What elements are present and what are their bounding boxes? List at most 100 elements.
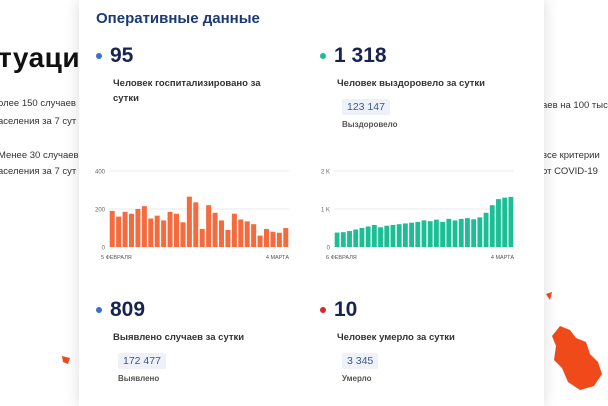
bar <box>180 222 186 247</box>
bar <box>365 226 371 247</box>
y-tick-label: 0 <box>327 246 331 252</box>
total-badge: 123 147 <box>342 99 390 115</box>
y-tick-label: 200 <box>95 208 106 214</box>
bar <box>340 232 346 247</box>
red-dot-icon <box>320 307 326 313</box>
background-text: аселения за 7 сут <box>0 116 77 127</box>
bar <box>465 218 470 247</box>
recovered-bar-chart: 2 K 1 K 0 6 ФЕВРАЛЯ 4 МАРТА <box>321 170 514 262</box>
background-map <box>546 292 602 390</box>
bar <box>206 205 212 247</box>
x-end-label: 4 МАРТА <box>266 255 289 261</box>
blue-dot-icon <box>96 53 102 59</box>
stat-deaths: 10 Человек умерло за сутки 3 345 Умерло <box>320 298 530 383</box>
bar <box>148 218 154 247</box>
bar <box>263 228 270 247</box>
bar <box>471 219 477 247</box>
bar <box>353 229 359 247</box>
bar <box>458 218 464 247</box>
bar <box>452 220 458 247</box>
bar <box>276 232 282 247</box>
bar <box>154 215 160 247</box>
bar <box>415 221 421 247</box>
bar <box>371 224 377 247</box>
x-start-label: 5 ФЕВРАЛЯ <box>101 255 132 261</box>
stat-label: Человек умерло за сутки <box>337 332 455 343</box>
bar <box>446 218 452 247</box>
hospitalized-chart: 400 200 0 5 ФЕВРАЛЯ 4 МАРТА <box>89 165 299 270</box>
stat-label: Выявлено случаев за сутки <box>113 332 245 343</box>
background-text: аев на 100 тыс. <box>542 100 608 111</box>
stat-value: 95 <box>110 44 134 67</box>
bar <box>433 219 439 247</box>
background-text: все критерии <box>542 150 600 161</box>
bar <box>173 213 180 247</box>
stat-label: Человек выздоровело за сутки <box>337 78 485 89</box>
bar <box>283 228 289 247</box>
bar <box>193 202 199 247</box>
bar <box>402 223 408 247</box>
total-caption: Выздоровело <box>342 120 398 129</box>
bar <box>109 210 115 247</box>
y-tick-label: 2 K <box>321 170 330 176</box>
x-start-label: 6 ФЕВРАЛЯ <box>326 255 357 261</box>
bar <box>496 199 501 247</box>
total-badge: 172 477 <box>118 353 166 369</box>
background-text: олее 150 случаев <box>0 98 76 109</box>
stat-detected: 809 Выявлено случаев за сутки 172 477 Вы… <box>96 298 306 383</box>
stat-recovered: 1 318 Человек выздоровело за сутки 123 1… <box>320 44 530 129</box>
bar <box>421 220 427 247</box>
bar <box>225 229 231 247</box>
bar <box>141 206 147 247</box>
bar <box>167 211 173 247</box>
blue-dot-icon <box>96 307 102 313</box>
background-text: Менее 30 случаев <box>0 150 79 161</box>
bar <box>161 220 167 247</box>
bar <box>218 220 225 247</box>
stat-value: 10 <box>334 298 358 321</box>
bar <box>270 231 276 247</box>
operational-data-card: Оперативные данные 95 Человек госпитализ… <box>79 0 544 406</box>
bar <box>238 219 244 247</box>
y-tick-label: 1 K <box>321 208 330 214</box>
background-heading: туаци <box>0 42 81 73</box>
bar <box>508 196 514 247</box>
bar <box>128 213 135 247</box>
bar <box>257 235 263 247</box>
stat-value: 1 318 <box>334 44 387 67</box>
bar <box>122 211 128 247</box>
bar <box>347 231 352 247</box>
total-caption: Выявлено <box>118 374 160 383</box>
x-end-label: 4 МАРТА <box>491 255 514 261</box>
hospitalized-bar-chart: 400 200 0 5 ФЕВРАЛЯ 4 МАРТА <box>95 170 289 262</box>
background-text: аселения за 7 сут <box>0 166 77 177</box>
y-tick-label: 0 <box>102 246 106 252</box>
bar <box>427 221 433 247</box>
bar <box>244 221 250 247</box>
bar <box>251 224 257 247</box>
total-caption: Умерло <box>342 374 372 383</box>
bar <box>409 222 415 247</box>
stat-value: 809 <box>110 298 146 321</box>
bar <box>489 205 495 247</box>
bar <box>396 224 402 247</box>
bar <box>116 216 122 247</box>
recovered-chart: 2 K 1 K 0 6 ФЕВРАЛЯ 4 МАРТА <box>314 165 524 270</box>
bar <box>359 228 365 247</box>
bar <box>440 221 446 247</box>
bar <box>477 217 483 247</box>
bar <box>384 225 390 247</box>
bar <box>135 209 141 247</box>
background-map <box>62 356 70 364</box>
bar <box>390 224 396 247</box>
bar <box>483 212 489 247</box>
bar <box>231 213 237 247</box>
total-badge: 3 345 <box>342 353 379 369</box>
stat-label: Человек госпитализировано за сутки <box>113 78 261 104</box>
green-dot-icon <box>320 53 326 59</box>
bar <box>212 212 218 247</box>
y-tick-label: 400 <box>95 170 106 176</box>
bar <box>186 196 192 247</box>
bar <box>199 228 205 247</box>
stat-hospitalized: 95 Человек госпитализировано за сутки <box>96 44 306 106</box>
